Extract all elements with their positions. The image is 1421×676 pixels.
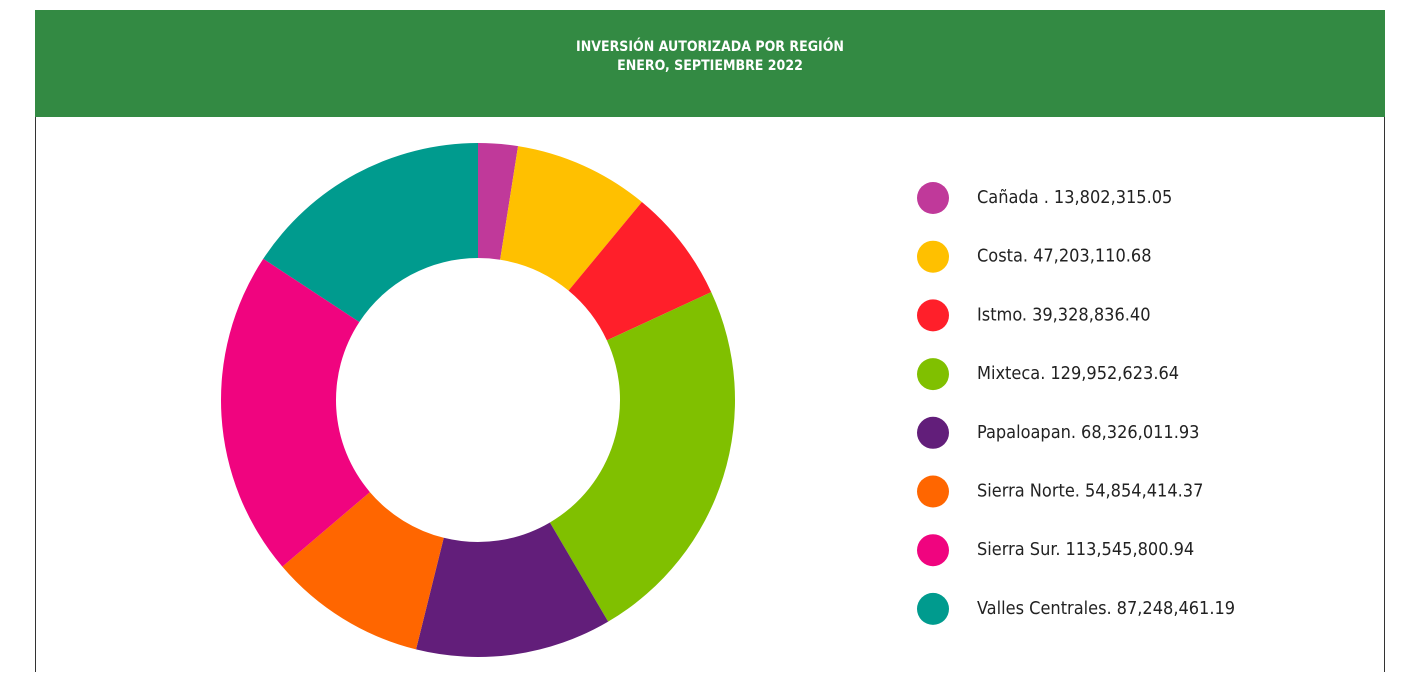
- donut-segment: [478, 143, 519, 260]
- legend-swatch: [917, 299, 949, 332]
- header: [35, 10, 1385, 117]
- legend-value: 39,328,836.40: [1032, 304, 1150, 325]
- legend-label: Sierra Norte. 54,854,414.37: [977, 481, 1203, 502]
- legend-swatch: [917, 534, 949, 567]
- legend-value: 87,248,461.19: [1117, 598, 1235, 619]
- legend-name: Valles Centrales.: [977, 598, 1112, 619]
- donut-segment: [568, 202, 712, 341]
- legend-swatch: [917, 475, 949, 508]
- legend-swatch: [917, 592, 949, 625]
- legend-label: Valles Centrales. 87,248,461.19: [977, 598, 1235, 619]
- legend-swatch: [917, 416, 949, 449]
- legend-label: Papaloapan. 68,326,011.93: [977, 422, 1199, 443]
- legend-swatch: [917, 358, 949, 391]
- legend-value: 129,952,623.64: [1050, 363, 1179, 384]
- legend-value: 68,326,011.93: [1081, 422, 1199, 443]
- legend-value: 47,203,110.68: [1033, 246, 1151, 267]
- legend-swatch: [917, 182, 949, 214]
- donut-segment: [549, 292, 735, 622]
- legend-name: Sierra Norte.: [977, 481, 1080, 502]
- donut-segment: [282, 492, 444, 650]
- donut-segment: [221, 258, 370, 567]
- legend-label: Mixteca. 129,952,623.64: [977, 363, 1179, 384]
- legend-label: Cañada . 13,802,315.05: [977, 187, 1172, 208]
- legend-label: Istmo. 39,328,836.40: [977, 304, 1151, 325]
- legend-label: Costa. 47,203,110.68: [977, 246, 1152, 267]
- legend-name: Papaloapan.: [977, 422, 1076, 443]
- legend-label: Sierra Sur. 113,545,800.94: [977, 539, 1194, 560]
- legend-name: Istmo.: [977, 304, 1027, 325]
- donut-segment: [500, 146, 642, 291]
- legend-name: Sierra Sur.: [977, 539, 1061, 560]
- chart-subtitle: ENERO, SEPTIEMBRE 2022: [617, 58, 803, 74]
- legend-swatch: [917, 240, 949, 273]
- legend-value: 13,802,315.05: [1054, 187, 1172, 208]
- donut-segment: [263, 143, 478, 322]
- donut-segment: [416, 522, 609, 657]
- legend-name: Cañada .: [977, 187, 1049, 208]
- legend-name: Costa.: [977, 246, 1028, 267]
- chart-title: INVERSIÓN AUTORIZADA POR REGIÓN: [576, 37, 844, 55]
- legend-value: 54,854,414.37: [1085, 481, 1203, 502]
- legend-name: Mixteca.: [977, 363, 1045, 384]
- legend-value: 113,545,800.94: [1066, 539, 1195, 560]
